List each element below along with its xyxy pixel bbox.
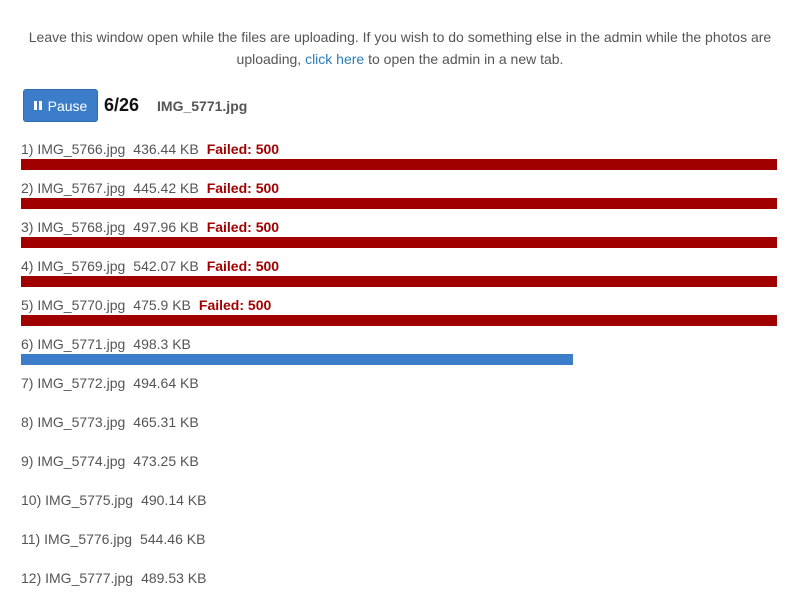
file-size: 542.07 KB xyxy=(133,258,199,274)
file-info: 11) IMG_5776.jpg 544.46 KB xyxy=(21,529,778,549)
file-info: 7) IMG_5772.jpg 494.64 KB xyxy=(21,373,778,393)
pause-button-label: Pause xyxy=(47,97,88,114)
file-size: 445.42 KB xyxy=(133,180,199,196)
failed-progress-bar xyxy=(21,237,777,248)
file-info: 12) IMG_5777.jpg 489.53 KB xyxy=(21,568,778,588)
file-row: 3) IMG_5768.jpg 497.96 KB Failed: 500 xyxy=(21,217,778,256)
file-row: 11) IMG_5776.jpg 544.46 KB xyxy=(21,529,778,568)
failed-progress-bar xyxy=(21,276,777,287)
failed-progress-bar xyxy=(21,315,777,326)
file-size: 498.3 KB xyxy=(133,336,191,352)
upload-error-status: Failed: 500 xyxy=(198,297,272,313)
file-name: 10) IMG_5775.jpg xyxy=(21,492,134,508)
upload-error-status: Failed: 500 xyxy=(206,141,280,157)
file-info: 8) IMG_5773.jpg 465.31 KB xyxy=(21,412,778,432)
open-admin-link[interactable]: click here xyxy=(305,51,365,67)
file-info: 6) IMG_5771.jpg 498.3 KB xyxy=(21,334,778,354)
file-row: 10) IMG_5775.jpg 490.14 KB xyxy=(21,490,778,529)
notice-text-after: to open the admin in a new tab. xyxy=(364,51,564,67)
file-name: 1) IMG_5766.jpg xyxy=(21,141,126,157)
file-list: 1) IMG_5766.jpg 436.44 KB Failed: 500 2) IM… xyxy=(21,139,778,607)
file-name: 3) IMG_5768.jpg xyxy=(21,219,126,235)
file-row: 5) IMG_5770.jpg 475.9 KB Failed: 500 xyxy=(21,295,778,334)
file-row: 7) IMG_5772.jpg 494.64 KB xyxy=(21,373,778,412)
upload-counter: 6/26 xyxy=(104,95,140,115)
file-info: 5) IMG_5770.jpg 475.9 KB Failed: 500 xyxy=(21,295,778,315)
file-info: 1) IMG_5766.jpg 436.44 KB Failed: 500 xyxy=(21,139,778,159)
pause-icon xyxy=(33,101,42,110)
file-info: 2) IMG_5767.jpg 445.42 KB Failed: 500 xyxy=(21,178,778,198)
file-row: 9) IMG_5774.jpg 473.25 KB xyxy=(21,451,778,490)
file-row: 12) IMG_5777.jpg 489.53 KB xyxy=(21,568,778,607)
file-size: 473.25 KB xyxy=(133,453,199,469)
file-row: 6) IMG_5771.jpg 498.3 KB xyxy=(21,334,778,373)
upload-error-status: Failed: 500 xyxy=(206,219,280,235)
upload-progress-bar xyxy=(21,354,573,365)
file-size: 497.96 KB xyxy=(133,219,199,235)
file-name: 4) IMG_5769.jpg xyxy=(21,258,126,274)
file-size: 494.64 KB xyxy=(133,375,199,391)
current-file-name: IMG_5771.jpg xyxy=(157,97,248,114)
file-size: 490.14 KB xyxy=(141,492,207,508)
upload-notice: Leave this window open while the files a… xyxy=(20,26,780,70)
file-row: 1) IMG_5766.jpg 436.44 KB Failed: 500 xyxy=(21,139,778,178)
file-info: 3) IMG_5768.jpg 497.96 KB Failed: 500 xyxy=(21,217,778,237)
failed-progress-bar xyxy=(21,159,777,170)
failed-progress-bar xyxy=(21,198,777,209)
file-info: 4) IMG_5769.jpg 542.07 KB Failed: 500 xyxy=(21,256,778,276)
file-name: 12) IMG_5777.jpg xyxy=(21,570,134,586)
file-size: 475.9 KB xyxy=(133,297,191,313)
file-row: 2) IMG_5767.jpg 445.42 KB Failed: 500 xyxy=(21,178,778,217)
file-size: 465.31 KB xyxy=(133,414,199,430)
upload-error-status: Failed: 500 xyxy=(206,180,280,196)
file-row: 4) IMG_5769.jpg 542.07 KB Failed: 500 xyxy=(21,256,778,295)
file-name: 8) IMG_5773.jpg xyxy=(21,414,126,430)
file-row: 8) IMG_5773.jpg 465.31 KB xyxy=(21,412,778,451)
pause-button[interactable]: Pause xyxy=(23,89,98,122)
upload-error-status: Failed: 500 xyxy=(206,258,280,274)
file-name: 7) IMG_5772.jpg xyxy=(21,375,126,391)
file-name: 6) IMG_5771.jpg xyxy=(21,336,126,352)
file-name: 11) IMG_5776.jpg xyxy=(21,531,133,547)
file-name: 2) IMG_5767.jpg xyxy=(21,180,126,196)
file-size: 436.44 KB xyxy=(133,141,199,157)
file-name: 9) IMG_5774.jpg xyxy=(21,453,126,469)
upload-status: Pause 6/26 IMG_5771.jpg xyxy=(23,89,247,122)
file-info: 9) IMG_5774.jpg 473.25 KB xyxy=(21,451,778,471)
file-size: 489.53 KB xyxy=(141,570,207,586)
notice-text-before: Leave this window open while the files a… xyxy=(28,29,772,67)
file-name: 5) IMG_5770.jpg xyxy=(21,297,126,313)
file-info: 10) IMG_5775.jpg 490.14 KB xyxy=(21,490,778,510)
file-size: 544.46 KB xyxy=(140,531,206,547)
